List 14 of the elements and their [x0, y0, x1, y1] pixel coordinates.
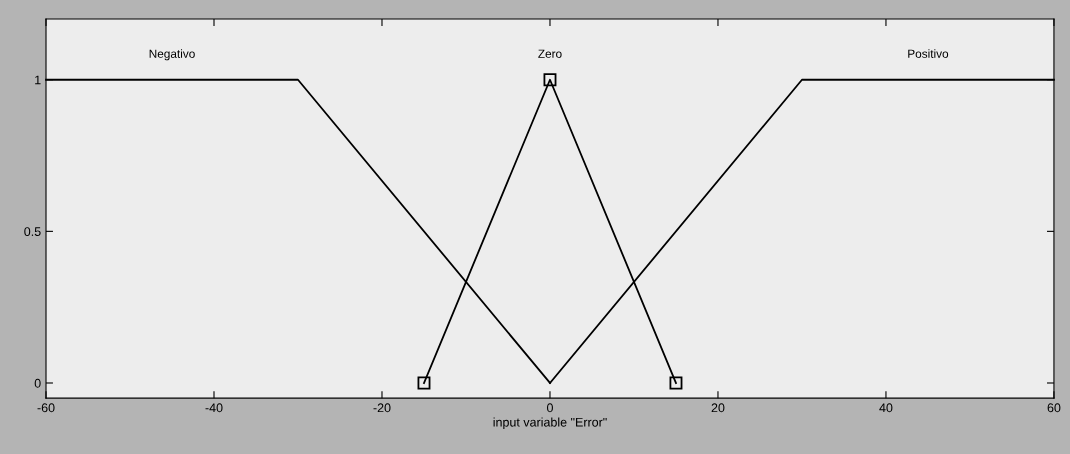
x-tick-label: -40 [205, 403, 223, 413]
x-tick-label: 40 [879, 403, 893, 413]
y-tick-label: 1 [35, 75, 41, 85]
y-tick-label: 0 [34, 378, 41, 388]
series-label: Negativo [149, 49, 195, 61]
series-label: Zero [538, 49, 562, 58]
x-tick-label: 0 [546, 403, 553, 413]
x-tick-label: 20 [711, 403, 725, 413]
x-axis-title: input variable "Error" [493, 417, 607, 430]
x-tick-label: -20 [373, 403, 391, 413]
series-label: Positivo [908, 49, 949, 58]
x-tick-label: 60 [1047, 403, 1061, 413]
x-tick-label: -60 [37, 403, 55, 413]
y-tick-label: 0.5 [24, 227, 41, 237]
